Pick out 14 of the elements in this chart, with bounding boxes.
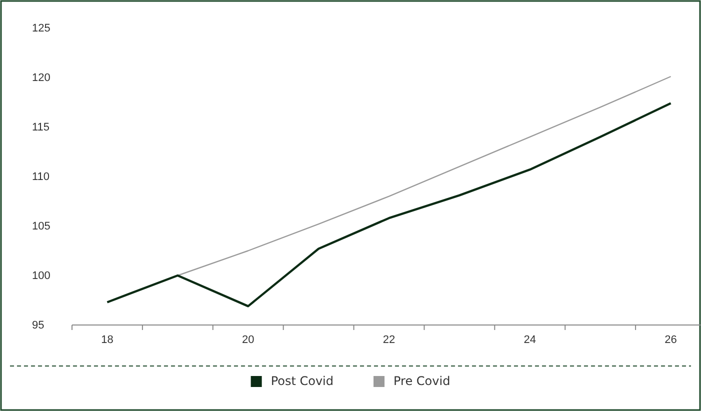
y-tick-label: 125 — [32, 22, 50, 35]
y-tick-label: 105 — [32, 220, 50, 233]
y-tick-label: 120 — [32, 72, 50, 84]
y-tick-label: 100 — [32, 270, 50, 282]
x-tick-label: 20 — [242, 334, 254, 346]
x-tick-label: 22 — [382, 334, 396, 346]
y-tick-label: 95 — [32, 320, 44, 332]
x-tick-label: 26 — [664, 334, 677, 346]
y-tick-label: 115 — [32, 122, 50, 134]
x-tick-label: 18 — [101, 334, 114, 346]
legend-label: Pre Covid — [394, 374, 450, 388]
y-tick-label: 110 — [32, 171, 50, 184]
x-tick-label: 24 — [524, 334, 536, 346]
legend-label: Post Covid — [270, 374, 334, 388]
